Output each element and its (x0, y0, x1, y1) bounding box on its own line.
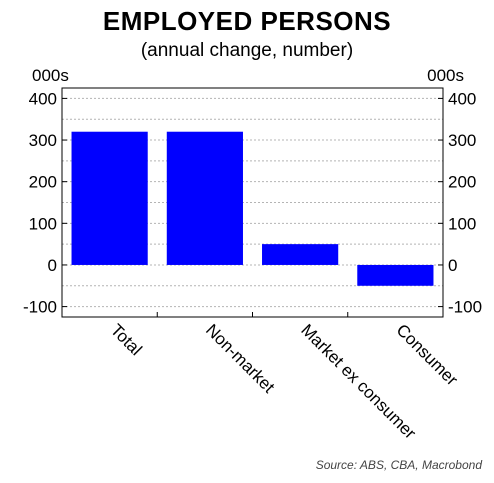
chart-title: EMPLOYED PERSONS (102, 6, 392, 36)
y-tick-label-right: 200 (448, 173, 476, 192)
y-tick-label-right: 400 (448, 89, 476, 108)
x-category-label: Non-market (202, 320, 278, 396)
y-tick-label-right: 100 (448, 214, 476, 233)
bar (262, 244, 339, 265)
bar (71, 131, 148, 265)
y-tick-label-left: 200 (29, 173, 57, 192)
y-tick-label-left: 100 (29, 214, 57, 233)
x-category-label: Total (107, 320, 146, 359)
y-tick-label-left: 0 (48, 256, 57, 275)
bar (357, 264, 434, 286)
y-tick-label-right: 0 (448, 256, 457, 275)
bar (166, 131, 243, 265)
source-note: Source: ABS, CBA, Macrobond (315, 458, 482, 472)
y-tick-label-left: 400 (29, 89, 57, 108)
left-axis-unit: 000s (32, 66, 69, 85)
chart-subtitle: (annual change, number) (140, 40, 354, 61)
right-axis-unit: 000s (427, 66, 464, 85)
x-category-label: Consumer (393, 320, 462, 389)
y-tick-label-left: -100 (23, 298, 57, 317)
y-tick-label-right: -100 (448, 298, 482, 317)
y-tick-label-right: 300 (448, 131, 476, 150)
plot-frame (61, 87, 444, 318)
y-tick-label-left: 300 (29, 131, 57, 150)
